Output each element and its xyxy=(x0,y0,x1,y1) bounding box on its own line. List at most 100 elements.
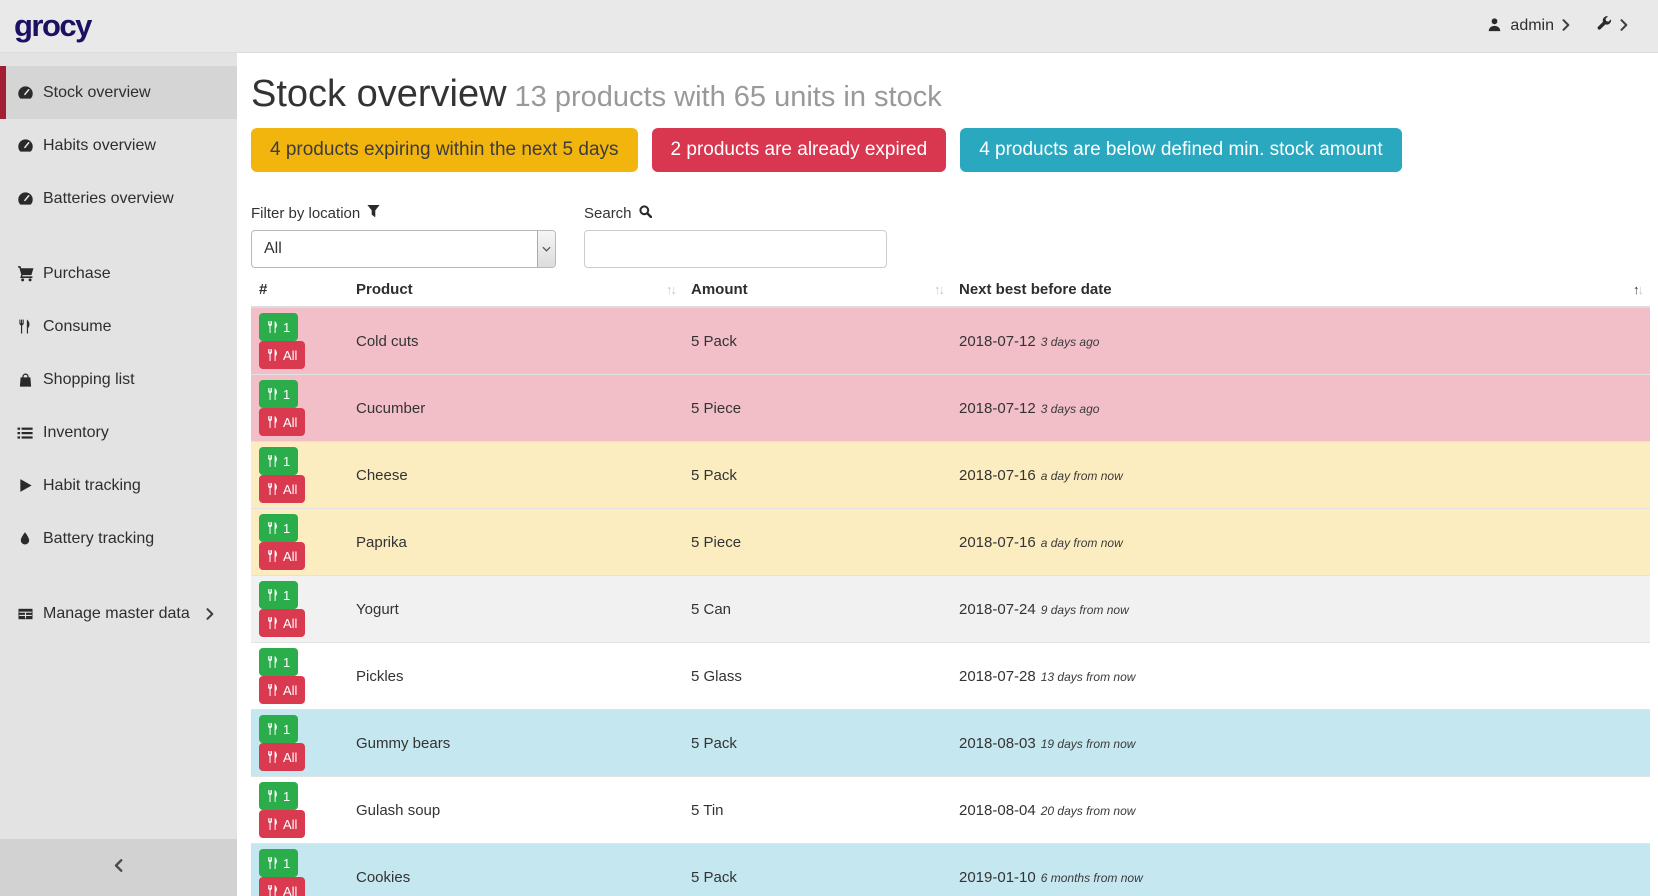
navbar-right: admin xyxy=(1487,16,1628,36)
product-cell: Gummy bears xyxy=(356,734,451,752)
utensils-icon xyxy=(268,790,277,802)
column-header-index: # xyxy=(251,276,348,308)
consume-all-button[interactable]: All xyxy=(259,542,306,570)
page-title-text: Stock overview xyxy=(251,73,507,115)
consume-all-button[interactable]: All xyxy=(259,475,306,503)
wrench-icon xyxy=(1596,16,1612,36)
sort-icon: ↑↓ xyxy=(934,282,945,297)
sidebar-item-label: Manage master data xyxy=(43,604,190,622)
table-row: 1 All Gulash soup 5 Tin 2018-08-04 20 day… xyxy=(251,776,1650,844)
consume-all-label: All xyxy=(283,347,298,363)
consume-one-button[interactable]: 1 xyxy=(259,380,299,408)
product-cell: Cold cuts xyxy=(356,332,419,350)
utensils-icon xyxy=(268,550,277,562)
user-menu[interactable]: admin xyxy=(1487,17,1570,36)
sidebar-item-inventory[interactable]: Inventory xyxy=(0,406,237,459)
settings-menu[interactable] xyxy=(1596,16,1628,36)
consume-one-button[interactable]: 1 xyxy=(259,447,299,475)
sidebar-item-habits-overview[interactable]: Habits overview xyxy=(0,119,237,172)
consume-all-button[interactable]: All xyxy=(259,341,306,369)
chevron-left-icon xyxy=(114,859,123,876)
product-cell: Yogurt xyxy=(356,600,399,618)
search-input[interactable] xyxy=(584,230,887,268)
best-before-date: 2019-01-10 xyxy=(959,868,1036,886)
sidebar-item-manage-master-data[interactable]: Manage master data xyxy=(0,587,237,640)
tachometer-icon xyxy=(16,84,34,101)
sidebar-collapse-button[interactable] xyxy=(0,839,237,896)
consume-one-button[interactable]: 1 xyxy=(259,782,299,810)
consume-all-button[interactable]: All xyxy=(259,676,306,704)
table-row: 1 All Cookies 5 Pack 2019-01-10 6 months … xyxy=(251,843,1650,896)
table-row: 1 All Paprika 5 Piece 2018-07-16 a day fr… xyxy=(251,508,1650,576)
consume-one-button[interactable]: 1 xyxy=(259,849,299,877)
below-min-stock-badge[interactable]: 4 products are below defined min. stock … xyxy=(960,128,1402,172)
sidebar-item-habit-tracking[interactable]: Habit tracking xyxy=(0,459,237,512)
utensils-icon xyxy=(268,589,277,601)
location-select[interactable]: All xyxy=(251,230,556,268)
consume-all-label: All xyxy=(283,548,298,564)
droplet-icon xyxy=(16,531,34,546)
table-row: 1 All Gummy bears 5 Pack 2018-08-03 19 da… xyxy=(251,709,1650,777)
best-before-note: 3 days ago xyxy=(1040,401,1100,416)
column-header-amount[interactable]: Amount ↑↓ xyxy=(683,276,951,308)
best-before-cell: 2018-07-28 13 days from now xyxy=(951,643,1650,710)
row-actions-cell: 1 All xyxy=(251,442,348,509)
column-header-best-before[interactable]: Next best before date ↑↓ xyxy=(951,276,1650,308)
sidebar-item-battery-tracking[interactable]: Battery tracking xyxy=(0,512,237,565)
sidebar-item-label: Habits overview xyxy=(43,136,156,154)
consume-all-button[interactable]: All xyxy=(259,408,306,436)
best-before-cell: 2018-08-04 20 days from now xyxy=(951,777,1650,844)
sidebar-item-label: Battery tracking xyxy=(43,529,155,547)
column-header-product[interactable]: Product ↑↓ xyxy=(348,276,683,308)
utensils-icon xyxy=(268,416,277,428)
product-cell: Cucumber xyxy=(356,399,426,417)
consume-one-button[interactable]: 1 xyxy=(259,581,299,609)
sidebar-item-label: Consume xyxy=(43,317,112,335)
chevron-right-icon xyxy=(1620,18,1628,35)
amount-cell: 5 Pack xyxy=(691,868,737,886)
product-cell: Cookies xyxy=(356,868,411,886)
sidebar-item-batteries-overview[interactable]: Batteries overview xyxy=(0,172,237,225)
app-logo[interactable]: grocy xyxy=(14,8,92,43)
consume-all-button[interactable]: All xyxy=(259,810,306,838)
expired-products-badge[interactable]: 2 products are already expired xyxy=(651,128,947,172)
consume-one-button[interactable]: 1 xyxy=(259,514,299,542)
amount-cell: 5 Pack xyxy=(691,734,737,752)
best-before-cell: 2018-08-03 19 days from now xyxy=(951,710,1650,777)
consume-all-label: All xyxy=(283,481,298,497)
sidebar-item-purchase[interactable]: Purchase xyxy=(0,247,237,300)
consume-one-label: 1 xyxy=(283,654,291,670)
best-before-date: 2018-07-12 xyxy=(959,332,1036,350)
sidebar-item-label: Shopping list xyxy=(43,370,135,388)
consume-all-label: All xyxy=(283,816,298,832)
utensils-icon xyxy=(268,885,277,896)
utensils-icon xyxy=(268,455,277,467)
consume-one-button[interactable]: 1 xyxy=(259,313,299,341)
utensils-icon xyxy=(268,751,277,763)
list-icon xyxy=(16,425,34,441)
row-actions-cell: 1 All xyxy=(251,307,348,375)
stock-table-body: 1 All Cold cuts 5 Pack 2018-07-12 3 days … xyxy=(251,307,1650,896)
main-content: Stock overview 13 products with 65 units … xyxy=(237,53,1658,896)
consume-all-button[interactable]: All xyxy=(259,877,306,896)
user-name: admin xyxy=(1510,17,1554,34)
consume-all-button[interactable]: All xyxy=(259,743,306,771)
consume-one-button[interactable]: 1 xyxy=(259,715,299,743)
sidebar-item-stock-overview[interactable]: Stock overview xyxy=(0,66,237,119)
location-filter-label: Filter by location xyxy=(251,205,556,222)
shopping-bag-icon xyxy=(16,372,34,388)
consume-all-label: All xyxy=(283,682,298,698)
sidebar-item-label: Stock overview xyxy=(43,83,151,101)
utensils-icon xyxy=(268,723,277,735)
best-before-note: 20 days from now xyxy=(1040,803,1136,818)
consume-one-label: 1 xyxy=(283,788,291,804)
sidebar-item-shopping-list[interactable]: Shopping list xyxy=(0,353,237,406)
utensils-icon xyxy=(268,483,277,495)
utensils-icon xyxy=(268,388,277,400)
best-before-note: 3 days ago xyxy=(1040,334,1100,349)
sidebar-item-consume[interactable]: Consume xyxy=(0,300,237,353)
sort-icon: ↑↓ xyxy=(666,282,677,297)
expiring-products-badge[interactable]: 4 products expiring within the next 5 da… xyxy=(251,128,638,172)
consume-one-button[interactable]: 1 xyxy=(259,648,299,676)
consume-all-button[interactable]: All xyxy=(259,609,306,637)
